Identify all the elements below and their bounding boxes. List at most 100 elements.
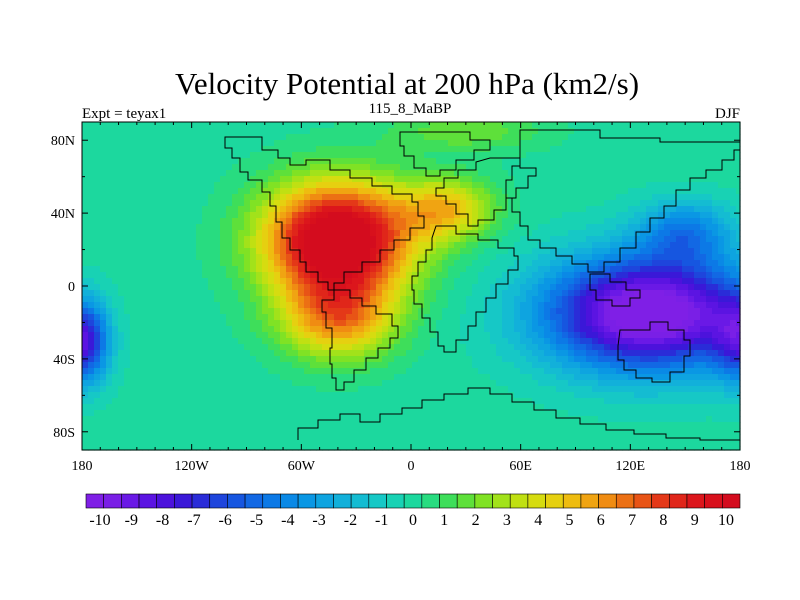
field-cell [442, 224, 449, 231]
field-cell [532, 206, 539, 213]
field-cell [388, 146, 395, 153]
field-cell [370, 212, 377, 219]
field-cell [712, 242, 719, 249]
field-cell [580, 176, 587, 183]
field-cell [304, 194, 311, 201]
field-cell [658, 278, 665, 285]
field-cell [622, 230, 629, 237]
field-cell [538, 152, 545, 159]
field-cell [352, 332, 359, 339]
field-cell [586, 374, 593, 381]
field-cell [682, 224, 689, 231]
field-cell [664, 230, 671, 237]
field-cell [94, 386, 101, 393]
field-cell [610, 260, 617, 267]
field-cell [478, 128, 485, 135]
field-cell [592, 242, 599, 249]
field-cell [736, 212, 741, 219]
field-cell [634, 182, 641, 189]
field-cell [262, 320, 269, 327]
field-cell [142, 158, 149, 165]
field-cell [520, 290, 527, 297]
field-cell [142, 290, 149, 297]
field-cell [346, 122, 353, 129]
field-cell [304, 158, 311, 165]
field-cell [226, 374, 233, 381]
field-cell [124, 326, 131, 333]
field-cell [124, 356, 131, 363]
field-cell [658, 164, 665, 171]
field-cell [490, 308, 497, 315]
field-cell [640, 284, 647, 291]
field-cell [634, 140, 641, 147]
field-cell [190, 152, 197, 159]
field-cell [376, 182, 383, 189]
field-cell [688, 356, 695, 363]
field-cell [148, 158, 155, 165]
field-cell [310, 392, 317, 399]
field-cell [184, 386, 191, 393]
field-cell [358, 248, 365, 255]
field-cell [382, 314, 389, 321]
field-cell [280, 278, 287, 285]
field-cell [148, 272, 155, 279]
field-cell [700, 314, 707, 321]
field-cell [562, 224, 569, 231]
field-cell [724, 374, 731, 381]
field-cell [562, 248, 569, 255]
field-cell [436, 296, 443, 303]
field-cell [562, 212, 569, 219]
field-cell [682, 230, 689, 237]
field-cell [88, 122, 95, 129]
field-cell [592, 254, 599, 261]
field-cell [442, 314, 449, 321]
field-cell [730, 206, 737, 213]
field-cell [430, 164, 437, 171]
field-cell [718, 212, 725, 219]
field-cell [328, 302, 335, 309]
field-cell [214, 332, 221, 339]
field-cell [196, 290, 203, 297]
field-cell [502, 284, 509, 291]
field-cell [448, 314, 455, 321]
field-cell [130, 368, 137, 375]
field-cell [460, 386, 467, 393]
field-cell [334, 248, 341, 255]
field-cell [154, 380, 161, 387]
field-cell [298, 320, 305, 327]
field-cell [412, 158, 419, 165]
field-cell [394, 176, 401, 183]
field-cell [508, 338, 515, 345]
field-cell [232, 386, 239, 393]
field-cell [508, 386, 515, 393]
field-cell [286, 326, 293, 333]
field-cell [640, 356, 647, 363]
field-cell [370, 248, 377, 255]
field-cell [598, 248, 605, 255]
field-cell [430, 362, 437, 369]
field-cell [148, 368, 155, 375]
field-cell [406, 212, 413, 219]
field-cell [652, 260, 659, 267]
field-cell [370, 206, 377, 213]
field-cell [94, 362, 101, 369]
field-cell [268, 302, 275, 309]
field-cell [316, 164, 323, 171]
field-cell [292, 314, 299, 321]
field-cell [532, 272, 539, 279]
field-cell [82, 236, 89, 243]
field-cell [448, 284, 455, 291]
field-cell [148, 140, 155, 147]
field-cell [172, 326, 179, 333]
field-cell [514, 254, 521, 261]
field-cell [472, 332, 479, 339]
field-cell [316, 230, 323, 237]
field-cell [406, 326, 413, 333]
field-cell [460, 170, 467, 177]
field-cell [496, 308, 503, 315]
field-cell [292, 182, 299, 189]
field-cell [418, 338, 425, 345]
field-cell [484, 194, 491, 201]
field-cell [118, 362, 125, 369]
field-cell [394, 182, 401, 189]
